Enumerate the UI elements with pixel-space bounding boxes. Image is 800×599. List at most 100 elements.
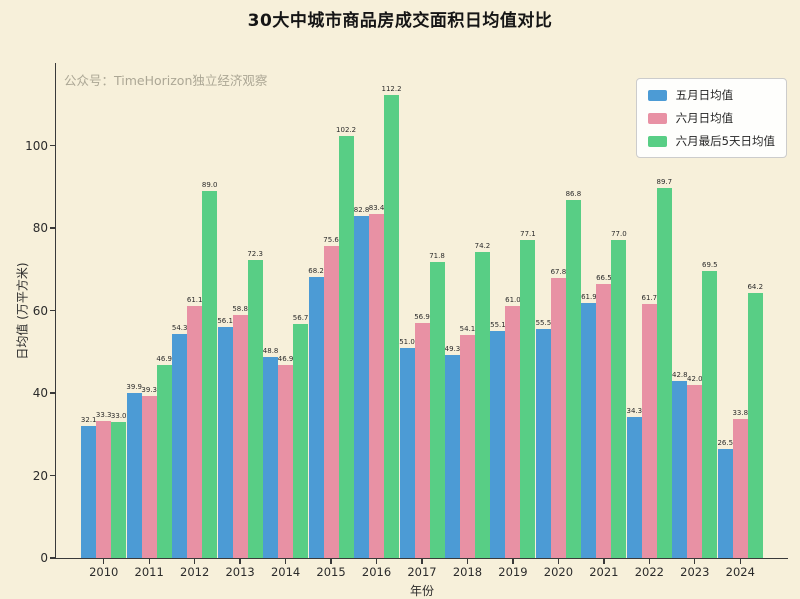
bar-六月日均值-2012	[187, 305, 203, 558]
bar-六月最后5天日均值-2020	[565, 199, 581, 558]
bar-value-label: 77.0	[611, 230, 627, 239]
bar-六月日均值-2013	[232, 315, 248, 558]
bar-value-label: 39.9	[126, 383, 142, 392]
bar-五月日均值-2010	[81, 425, 97, 558]
x-tick-mark	[421, 558, 423, 564]
x-tick-label: 2021	[589, 565, 619, 579]
bar-value-label: 33.8	[732, 408, 749, 417]
x-tick-mark	[193, 558, 196, 564]
bar-五月日均值-2018	[444, 354, 460, 558]
x-tick-mark	[512, 558, 514, 564]
x-tick-mark	[103, 558, 105, 564]
x-tick-label: 2014	[270, 565, 301, 579]
bar-value-label: 61.0	[505, 296, 521, 305]
bar-五月日均值-2011	[126, 393, 142, 558]
bar-value-label: 67.8	[550, 268, 567, 277]
x-tick-label: 2016	[361, 565, 392, 579]
bar-value-label: 89.7	[656, 178, 673, 186]
legend-label: 五月日均值	[675, 88, 734, 102]
bar-value-label: 56.9	[414, 313, 430, 322]
bar-value-label: 48.8	[262, 346, 279, 355]
watermark: 公众号：TimeHorizon独立经济观察	[64, 73, 268, 88]
bar-六月日均值-2015	[323, 246, 339, 558]
bar-五月日均值-2021	[581, 302, 597, 558]
bar-value-label: 58.8	[232, 305, 248, 314]
bar-六月日均值-2017	[414, 323, 430, 558]
x-tick-label: 2023	[680, 565, 710, 579]
bar-value-label: 72.3	[247, 249, 263, 258]
bar-六月最后5天日均值-2021	[611, 240, 627, 558]
x-tick-mark	[284, 558, 287, 564]
y-tick-label: 80	[32, 221, 48, 235]
bar-value-label: 69.5	[702, 261, 718, 270]
bar-value-label: 33.3	[95, 410, 112, 419]
bar-value-label: 55.5	[535, 319, 552, 328]
legend-label: 六月日均值	[675, 111, 734, 125]
bar-value-label: 32.1	[80, 415, 97, 424]
bar-value-label: 77.1	[520, 229, 536, 238]
bar-value-label: 34.3	[626, 406, 643, 415]
bar-五月日均值-2020	[535, 329, 551, 558]
bar-value-label: 54.1	[459, 324, 476, 333]
bar-六月最后5天日均值-2011	[156, 364, 172, 558]
bar-五月日均值-2023	[672, 381, 688, 558]
bar-value-label: 54.3	[171, 324, 188, 333]
bar-value-label: 49.3	[444, 344, 461, 353]
bar-value-label: 26.5	[717, 438, 734, 447]
bar-六月最后5天日均值-2022	[656, 188, 672, 558]
legend-item: 六月最后5天日均值	[647, 133, 775, 149]
bar-六月日均值-2019	[505, 306, 521, 558]
y-tick-mark	[50, 392, 56, 394]
bar-六月日均值-2014	[278, 364, 294, 558]
legend-swatch-icon	[647, 112, 667, 124]
bar-value-label: 64.2	[747, 283, 764, 292]
x-tick-label: 2011	[134, 565, 164, 579]
legend-item: 五月日均值	[647, 87, 775, 103]
bar-value-label: 86.8	[565, 189, 582, 198]
y-tick-mark	[50, 227, 56, 229]
bar-六月日均值-2010	[96, 420, 112, 558]
x-tick-label: 2017	[407, 565, 437, 579]
y-tick-label: 40	[32, 386, 48, 400]
bar-value-label: 39.3	[141, 385, 157, 394]
bar-value-label: 89.0	[201, 180, 218, 189]
y-tick-label: 60	[32, 303, 48, 318]
y-tick-label: 100	[25, 138, 48, 153]
bar-value-label: 102.2	[336, 126, 357, 135]
bar-value-label: 82.8	[353, 206, 370, 215]
bar-value-label: 46.9	[277, 354, 294, 363]
x-tick-mark	[466, 558, 469, 564]
bar-value-label: 71.8	[429, 251, 445, 260]
y-tick-mark	[50, 474, 56, 477]
bar-value-label: 42.8	[672, 371, 688, 380]
y-tick-mark	[50, 557, 56, 559]
x-tick-label: 2015	[316, 565, 346, 579]
x-tick-mark	[148, 558, 150, 564]
bar-value-label: 112.2	[381, 85, 402, 94]
bar-value-label: 51.0	[399, 337, 415, 346]
x-tick-mark	[694, 558, 696, 564]
bar-value-label: 83.4	[368, 203, 385, 212]
plot-area: 公众号：TimeHorizon独立经济观察 日均值 (万平方米) 年份 五月日均…	[16, 63, 788, 598]
x-tick-label: 2012	[180, 565, 210, 579]
bar-六月日均值-2023	[687, 384, 703, 558]
bar-六月日均值-2011	[141, 395, 157, 558]
bar-value-label: 74.2	[474, 241, 491, 250]
y-tick-label: 0	[40, 551, 48, 565]
legend: 五月日均值六月日均值六月最后5天日均值	[635, 78, 787, 158]
bar-六月最后5天日均值-2023	[702, 271, 718, 558]
x-tick-mark	[330, 558, 332, 564]
bar-value-label: 33.0	[110, 411, 127, 420]
x-tick-label: 2019	[498, 565, 528, 579]
x-tick-label: 2013	[225, 565, 255, 579]
bar-六月最后5天日均值-2012	[202, 190, 218, 558]
bar-六月日均值-2018	[459, 334, 475, 558]
bar-value-label: 56.7	[292, 314, 309, 323]
y-tick-label: 20	[32, 468, 48, 483]
bar-value-label: 61.7	[641, 293, 658, 302]
bar-六月日均值-2022	[641, 303, 657, 558]
x-axis-label: 年份	[409, 584, 434, 598]
bar-value-label: 68.2	[308, 266, 324, 275]
x-tick-mark	[739, 558, 741, 564]
